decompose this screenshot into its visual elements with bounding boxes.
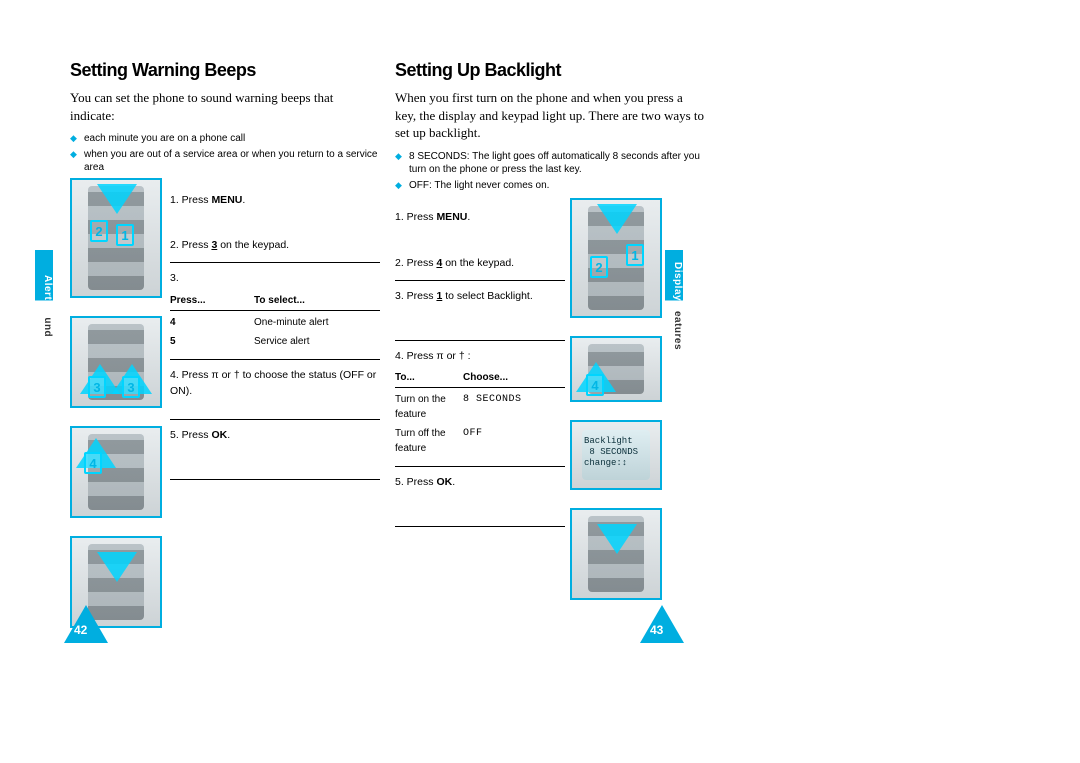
tab-text-dark: und	[42, 318, 53, 338]
t: 1. Press	[170, 194, 211, 206]
side-tab-alert-sound: Alert Sound	[35, 250, 53, 355]
step-3: 3. Press... To select... 4 One-minute al…	[170, 262, 380, 359]
t: to select Backlight.	[442, 290, 532, 302]
t: 4. Press π or † :	[395, 349, 565, 365]
step-5: 5. Press OK.	[395, 466, 565, 526]
t: on the keypad.	[217, 239, 289, 251]
phone-thumb: 4	[570, 336, 662, 402]
bullet-item: each minute you are on a phone call	[70, 132, 380, 146]
phone-thumb: 2 1	[70, 178, 162, 298]
td: Turn on the feature	[395, 392, 463, 422]
phone-thumb: 1 2	[570, 198, 662, 318]
bullet-item: 8 SECONDS: The light goes off automatica…	[395, 150, 705, 177]
phone-thumb: 3 3	[70, 316, 162, 408]
t: OK	[436, 476, 452, 488]
td: 5	[170, 336, 176, 347]
t: .	[452, 476, 455, 488]
t: OK	[211, 429, 227, 441]
heading-backlight: Setting Up Backlight	[395, 60, 705, 81]
tab-text-light: Alert So	[42, 275, 53, 317]
t: 2. Press	[170, 239, 211, 251]
t: .	[467, 211, 470, 223]
intro-text: You can set the phone to sound warning b…	[70, 89, 380, 124]
t: MENU	[211, 194, 242, 206]
td: Turn off the feature	[395, 426, 463, 456]
td: One-minute alert	[254, 315, 380, 330]
bullet-list: each minute you are on a phone call when…	[70, 132, 380, 175]
page-number-label: 42	[74, 623, 87, 637]
bullet-item: OFF: The light never comes on.	[395, 179, 705, 193]
th: Press...	[170, 293, 254, 308]
t: MENU	[436, 211, 467, 223]
step-1-2: 1. Press MENU. 2. Press 3 on the keypad.	[170, 185, 380, 263]
phone-thumb: 4	[70, 426, 162, 518]
t: .	[227, 429, 230, 441]
th: To select...	[254, 293, 380, 308]
td: OFF	[463, 426, 565, 456]
t: 2. Press	[395, 257, 436, 269]
phone-thumb	[570, 508, 662, 600]
step-1-2: 1. Press MENU. 2. Press 4 on the keypad.	[395, 202, 565, 280]
t: on the keypad.	[442, 257, 514, 269]
t: 5. Press	[170, 429, 211, 441]
step-3: 3. Press 1 to select Backlight.	[395, 280, 565, 340]
t: 4. Press π or † to choose the status (OF…	[170, 368, 380, 400]
phone-screen-thumb: Backlight 8 SECONDS change:↕	[570, 420, 662, 490]
bullet-list: 8 SECONDS: The light goes off automatica…	[395, 150, 705, 193]
bullet-item: when you are out of a service area or wh…	[70, 148, 380, 175]
th: To...	[395, 370, 463, 385]
thumb-column-right: 1 2 4 Backlight 8 SECONDS change:↕	[570, 198, 662, 600]
t: 1. Press	[395, 211, 436, 223]
td: Service alert	[254, 334, 380, 349]
t: 3. Press	[395, 290, 436, 302]
t: 3.	[170, 272, 179, 284]
td: 8 SECONDS	[463, 392, 565, 422]
heading-warning-beeps: Setting Warning Beeps	[70, 60, 380, 81]
step-4: 4. Press π or † to choose the status (OF…	[170, 359, 380, 419]
screen-text: Backlight 8 SECONDS change:↕	[584, 436, 648, 474]
th: Choose...	[463, 370, 565, 385]
intro-text: When you first turn on the phone and whe…	[395, 89, 705, 142]
step-5: 5. Press OK.	[170, 419, 380, 479]
thumb-column-left: 2 1 3 3 4	[70, 178, 162, 628]
td: 4	[170, 317, 176, 328]
t: 5. Press	[395, 476, 436, 488]
page-number-label: 43	[650, 623, 663, 637]
step-4: 4. Press π or † : To... Choose... Turn o…	[395, 340, 565, 467]
t: .	[242, 194, 245, 206]
